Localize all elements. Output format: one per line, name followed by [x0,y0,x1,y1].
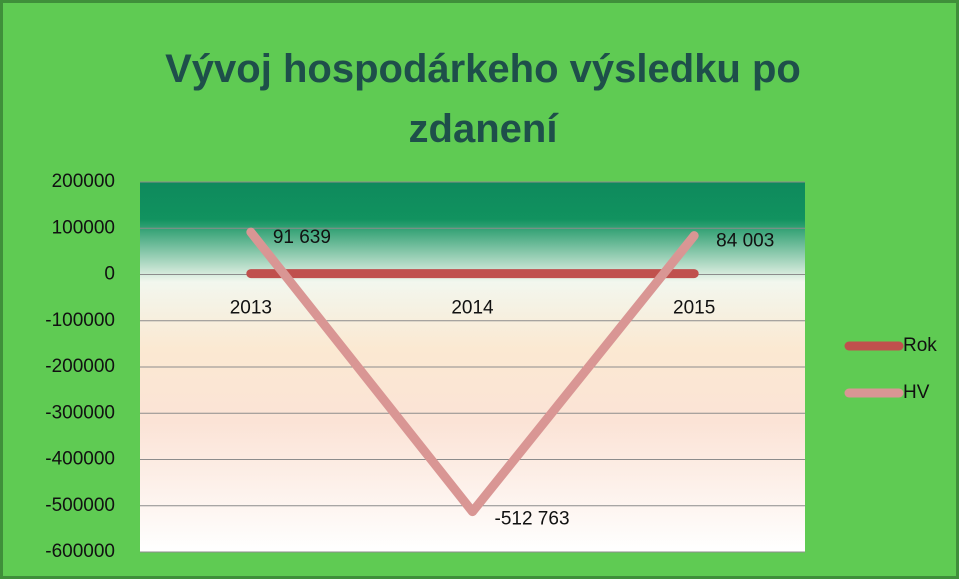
y-tick-label: -200000 [45,356,115,377]
chart-title: Vývoj hospodárkeho výsledku po zdanení [165,47,801,151]
y-tick-label: 0 [104,264,115,285]
y-tick-label: -500000 [45,495,115,516]
legend-label: Rok [903,335,937,356]
y-tick-label: 100000 [52,217,115,238]
x-tick-label: 2014 [451,298,494,319]
y-tick-label: -600000 [45,541,115,562]
data-label: -512 763 [495,509,570,530]
x-tick-label: 2015 [673,298,715,319]
y-tick-label: -400000 [45,449,115,470]
chart: -600000 -500000 -400000 -300000 -200000 -1000… [45,171,937,562]
data-label: 91 639 [273,227,331,248]
x-tick-label: 2013 [230,298,272,319]
legend-label: HV [903,382,930,403]
y-tick-label: -100000 [45,310,115,331]
y-tick-label: -300000 [45,402,115,423]
series-line [246,227,699,517]
y-tick-label: 200000 [52,171,115,192]
data-label: 84 003 [716,231,774,252]
